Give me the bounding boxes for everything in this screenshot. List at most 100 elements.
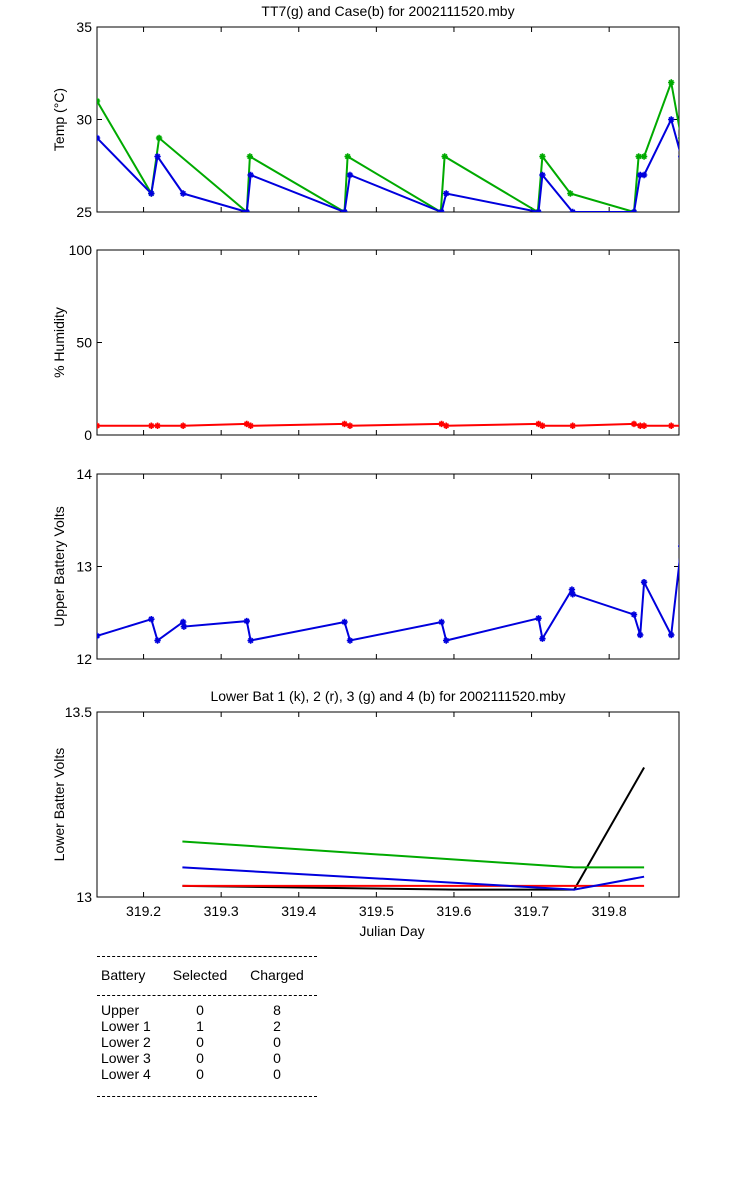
chart-panel-1: 25 30 35 TT7(g) and Case(b) for 2002111520.… — [51, 3, 680, 220]
plot-frame — [96, 26, 680, 213]
x-tick-label: 319.4 — [281, 903, 316, 919]
data-point — [535, 208, 542, 212]
x-axis-label: Julian Day — [359, 923, 424, 939]
y-axis-label: % Humidity — [51, 307, 67, 378]
data-point — [346, 171, 354, 179]
chart-title: TT7(g) and Case(b) for 2002111520.mby — [261, 3, 514, 19]
data-point — [247, 422, 254, 429]
cell-selected: 0 — [196, 1066, 204, 1082]
series-line — [182, 767, 645, 891]
cell-selected: 0 — [196, 1002, 204, 1018]
data-point — [148, 422, 155, 429]
data-point — [346, 637, 354, 644]
data-point — [567, 190, 574, 197]
y-tick-label: 12 — [76, 651, 92, 667]
data-point — [539, 153, 546, 160]
data-point — [97, 134, 101, 142]
data-point — [341, 618, 348, 626]
battery-table: Battery Selected Charged Upper 0 8 Lower… — [97, 956, 317, 1097]
y-tick-label: 14 — [76, 466, 92, 482]
data-point — [443, 190, 450, 197]
cell-battery: Lower 3 — [101, 1050, 151, 1066]
data-point — [438, 208, 445, 212]
data-point — [179, 618, 187, 626]
cell-selected: 1 — [196, 1018, 204, 1034]
table-row: Upper 0 8 — [97, 1002, 317, 1018]
x-tick-label: 319.5 — [359, 903, 394, 919]
table-top-rule — [97, 956, 317, 957]
data-point — [637, 422, 644, 429]
y-tick-label: 30 — [76, 112, 92, 128]
data-point — [637, 171, 644, 179]
data-point — [154, 422, 161, 429]
plot-frame — [96, 473, 680, 660]
data-point — [438, 420, 445, 428]
y-axis-label: Lower Batter Volts — [51, 748, 67, 862]
series-line — [97, 116, 679, 212]
chart-title: Lower Bat 1 (k), 2 (r), 3 (g) and 4 (b) … — [210, 688, 565, 704]
y-tick-label: 13 — [76, 559, 92, 575]
cell-charged: 0 — [273, 1034, 281, 1050]
series-line — [182, 866, 645, 891]
data-point — [640, 422, 648, 429]
table-row: Lower 4 0 0 — [97, 1066, 317, 1082]
data-point — [97, 422, 101, 429]
plot-frame — [96, 249, 680, 436]
data-point — [243, 617, 250, 625]
data-point — [535, 420, 542, 428]
cell-battery: Upper — [101, 1002, 140, 1018]
y-tick-label: 13.5 — [65, 704, 92, 720]
data-point — [443, 422, 450, 429]
x-tick-label: 319.6 — [436, 903, 471, 919]
series-line — [182, 840, 645, 869]
data-point — [179, 422, 187, 429]
y-tick-label: 13 — [76, 889, 92, 905]
data-point — [637, 631, 644, 639]
data-point — [180, 623, 188, 630]
plot-frame — [96, 711, 680, 898]
data-point — [535, 615, 542, 622]
header-selected: Selected — [172, 967, 228, 983]
series-1 — [182, 767, 645, 891]
table-body: Upper 0 8 Lower 1 1 2 Lower 2 0 0 Lower … — [97, 1002, 317, 1082]
data-point — [539, 635, 546, 642]
data-point — [243, 208, 250, 212]
data-point — [640, 171, 648, 179]
table-bottom-rule — [97, 1096, 317, 1097]
data-point — [441, 153, 448, 160]
y-tick-label: 35 — [76, 19, 92, 35]
cell-charged: 0 — [273, 1050, 281, 1066]
data-point — [247, 637, 254, 644]
table-row: Lower 3 0 0 — [97, 1050, 317, 1066]
table-row: Lower 2 0 0 — [97, 1034, 317, 1050]
cell-selected: 0 — [196, 1050, 204, 1066]
table-row: Lower 1 1 2 — [97, 1018, 317, 1034]
series-2 — [97, 116, 679, 212]
data-point — [668, 631, 675, 639]
data-point — [154, 153, 161, 160]
data-point — [97, 632, 101, 640]
y-tick-label: 50 — [76, 335, 92, 351]
cell-charged: 8 — [273, 1002, 281, 1018]
series-3 — [182, 840, 645, 869]
data-point — [630, 208, 638, 212]
data-point — [539, 171, 546, 179]
data-point — [344, 153, 351, 160]
cell-battery: Lower 4 — [101, 1066, 151, 1082]
data-point — [341, 208, 348, 212]
data-point — [668, 422, 675, 429]
data-point — [539, 422, 546, 429]
data-point — [148, 190, 155, 197]
x-tick-label: 319.3 — [204, 903, 239, 919]
chart-panel-2: 0 50 100 % Humidity — [51, 242, 680, 443]
data-point — [179, 190, 187, 197]
data-point — [569, 422, 576, 429]
data-point — [155, 134, 163, 142]
table-header-row: Battery Selected Charged — [97, 967, 317, 983]
data-point — [243, 420, 250, 428]
table-header-rule — [97, 995, 317, 996]
y-tick-label: 25 — [76, 204, 92, 220]
data-point — [668, 79, 675, 86]
x-tick-label: 319.8 — [592, 903, 627, 919]
